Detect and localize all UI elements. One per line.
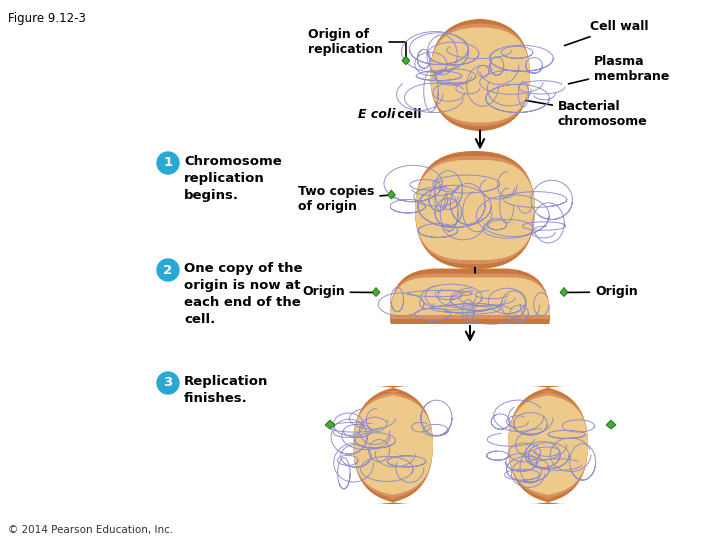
Text: Origin: Origin [567,286,638,299]
FancyBboxPatch shape [415,156,535,264]
Text: 3: 3 [163,376,173,389]
Text: Figure 9.12-3: Figure 9.12-3 [8,12,86,25]
FancyBboxPatch shape [508,395,588,495]
FancyBboxPatch shape [390,273,550,356]
Text: © 2014 Pearson Education, Inc.: © 2014 Pearson Education, Inc. [8,525,174,535]
Polygon shape [560,287,568,296]
Text: Plasma
membrane: Plasma membrane [569,55,670,84]
Polygon shape [325,420,335,429]
Text: Origin: Origin [302,286,373,299]
Text: Origin of
replication: Origin of replication [308,28,406,58]
FancyBboxPatch shape [390,278,550,353]
Circle shape [157,259,179,281]
Text: Replication
finishes.: Replication finishes. [184,375,269,405]
Text: E coli: E coli [358,108,395,121]
Polygon shape [606,420,616,429]
FancyBboxPatch shape [415,160,535,260]
FancyBboxPatch shape [508,386,588,504]
FancyBboxPatch shape [353,386,433,504]
Polygon shape [372,287,380,296]
FancyBboxPatch shape [353,391,433,499]
Text: Cell wall: Cell wall [564,20,649,45]
Circle shape [157,152,179,174]
Circle shape [157,372,179,394]
Text: 1: 1 [163,157,173,170]
FancyBboxPatch shape [430,28,530,123]
Text: 2: 2 [163,264,173,276]
FancyBboxPatch shape [430,18,530,132]
Text: Bacterial
chromosome: Bacterial chromosome [498,96,648,128]
FancyBboxPatch shape [353,395,433,495]
Text: One copy of the
origin is now at
each end of the
cell.: One copy of the origin is now at each en… [184,262,302,326]
Text: Two copies
of origin: Two copies of origin [298,185,389,213]
Text: cell: cell [393,108,421,121]
FancyBboxPatch shape [415,151,535,269]
FancyBboxPatch shape [430,24,530,126]
Polygon shape [402,56,410,65]
FancyBboxPatch shape [390,268,550,361]
FancyBboxPatch shape [508,391,588,499]
Text: Chromosome
replication
begins.: Chromosome replication begins. [184,155,282,202]
Polygon shape [387,190,395,199]
